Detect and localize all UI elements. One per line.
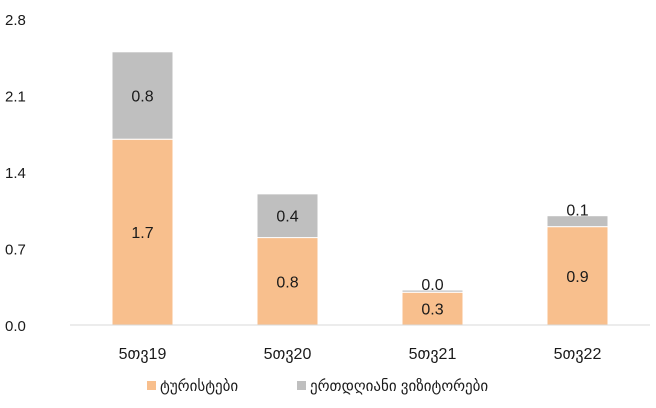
legend-swatch-series-0 xyxy=(147,381,156,390)
y-tick-label: 2.1 xyxy=(5,89,26,106)
data-label-series-1-cat-1: 0.4 xyxy=(276,209,298,226)
x-axis: 5თვ19 5თვ20 5თვ21 5თვ22 xyxy=(70,324,650,363)
legend-label-series-1: ერთდღიანი ვიზიტორები xyxy=(310,378,488,395)
data-label-series-0-cat-0: 1.7 xyxy=(131,225,153,242)
data-label-series-1-cat-3: 0.1 xyxy=(566,203,588,220)
y-tick-label: 2.8 xyxy=(5,12,26,29)
bar-segment-series-1-cat-2 xyxy=(401,289,464,293)
y-tick-label: 1.4 xyxy=(5,165,26,182)
data-label-series-0-cat-3: 0.9 xyxy=(566,269,588,286)
bar-segment-series-1-cat-3 xyxy=(546,215,609,228)
bar-segment-series-0-cat-3 xyxy=(546,226,609,326)
x-category-label: 5თვ19 xyxy=(119,346,167,363)
legend-label-series-0: ტურისტები xyxy=(160,378,238,395)
data-label-series-0-cat-2: 0.3 xyxy=(421,302,443,319)
x-category-label: 5თვ22 xyxy=(554,346,602,363)
bars: 1.7 0.8 0.8 0.4 0.3 0.0 0.9 0.1 xyxy=(111,51,609,326)
bar-segment-series-0-cat-0 xyxy=(111,138,174,326)
x-category-label: 5თვ21 xyxy=(409,346,457,363)
bar-segment-series-1-cat-0 xyxy=(111,51,174,140)
bar-segment-series-1-cat-1 xyxy=(256,193,319,239)
y-tick-label: 0.7 xyxy=(5,242,26,259)
y-tick-label: 0.0 xyxy=(5,318,26,335)
x-category-label: 5თვ20 xyxy=(264,346,312,363)
data-label-series-1-cat-2: 0.0 xyxy=(421,277,443,294)
legend-swatch-series-1 xyxy=(297,381,306,390)
data-label-series-1-cat-0: 0.8 xyxy=(131,89,153,106)
legend: ტურისტები ერთდღიანი ვიზიტორები xyxy=(147,378,488,395)
y-axis: 0.0 0.7 1.4 2.1 2.8 xyxy=(5,12,26,335)
data-label-series-0-cat-1: 0.8 xyxy=(276,274,298,291)
